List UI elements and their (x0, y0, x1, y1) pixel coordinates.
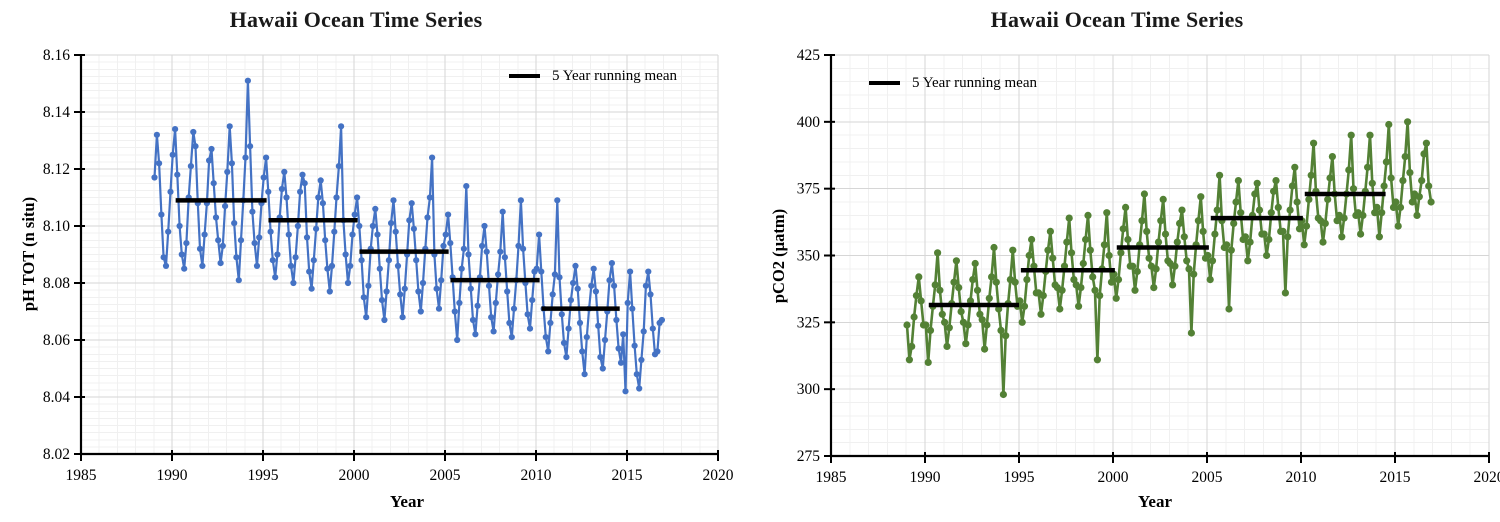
tick-labels: 8.02 8.04 8.06 8.08 8.10 8.12 8.14 8.16 1985 1990… (43, 47, 734, 484)
x-tick-label: 2000 (339, 467, 370, 484)
series-markers (151, 77, 666, 395)
pco2-y-axis-title: pCO2 (µatm) (769, 208, 788, 304)
minor-gridlines (81, 55, 718, 454)
y-tick-label: 8.12 (43, 161, 70, 178)
x-tick-label: 1995 (248, 467, 279, 484)
y-tick-label: 8.02 (43, 446, 70, 463)
x-tick-label: 1990 (157, 467, 188, 484)
x-tick-label: 2005 (430, 467, 461, 484)
y-tick-label: 8.08 (43, 275, 70, 292)
axes (79, 54, 718, 456)
tick-labels: 275 300 325 350 375 400 425 1985 1990 1995 2000 200… (797, 47, 1500, 486)
x-tick-label: 2020 (703, 467, 734, 484)
y-tick-label: 400 (797, 114, 821, 131)
pco2-chart-title: Hawaii Ocean Time Series (990, 7, 1244, 32)
y-tick-label: 375 (797, 181, 821, 198)
ph-plot-svg: 8.02 8.04 8.06 8.08 8.10 8.12 8.14 8.16 1985 1990… (43, 47, 734, 484)
x-tick-label: 2005 (1192, 469, 1223, 486)
x-tick-label: 1995 (1004, 469, 1035, 486)
ph-legend-label: 5 Year running mean (552, 67, 677, 84)
pco2-x-axis-title: Year (1138, 492, 1172, 511)
axis-ticks (74, 54, 719, 461)
ph-chart-panel: 8.02 8.04 8.06 8.08 8.10 8.12 8.14 8.16 1985 1990… (19, 7, 734, 511)
x-tick-label: 1985 (66, 467, 97, 484)
y-tick-label: 300 (797, 381, 821, 398)
x-tick-label: 2010 (1286, 469, 1317, 486)
x-tick-label: 2020 (1474, 469, 1500, 486)
ph-legend: 5 Year running mean (509, 68, 677, 84)
x-tick-label: 2010 (521, 467, 552, 484)
axis-ticks (824, 54, 1490, 463)
x-tick-label: 2015 (612, 467, 643, 484)
pco2-plot-svg: 275 300 325 350 375 400 425 1985 1990 1995 2000 200… (797, 47, 1500, 486)
pco2-legend-label: 5 Year running mean (912, 74, 1037, 91)
y-tick-label: 425 (797, 47, 821, 64)
y-tick-label: 8.06 (43, 332, 70, 349)
x-tick-label: 2015 (1380, 469, 1411, 486)
major-gridlines (81, 54, 719, 454)
ph-y-axis-title: pH TOT (n situ) (19, 196, 38, 312)
ph-x-axis-title: Year (390, 492, 424, 511)
x-tick-label: 1990 (910, 469, 941, 486)
series-line (153, 79, 663, 393)
pco2-legend-line-swatch (869, 81, 900, 85)
y-tick-label: 8.04 (43, 389, 70, 406)
ph-legend-line-swatch (509, 74, 540, 78)
y-tick-label: 325 (797, 314, 821, 331)
y-tick-label: 8.10 (43, 218, 70, 235)
major-gridlines (831, 54, 1490, 456)
running-mean-segments (928, 191, 1386, 308)
y-tick-label: 275 (797, 448, 821, 465)
pco2-chart-panel: 275 300 325 350 375 400 425 1985 1990 1995 2000 200… (750, 0, 1500, 522)
series-markers (903, 118, 1435, 399)
ph-chart-title: Hawaii Ocean Time Series (229, 7, 483, 32)
y-tick-label: 8.14 (43, 104, 70, 121)
x-tick-label: 1985 (816, 469, 847, 486)
pco2-legend: 5 Year running mean (869, 75, 1037, 91)
x-tick-label: 2000 (1098, 469, 1129, 486)
y-tick-label: 8.16 (43, 47, 70, 64)
running-mean-segments (175, 198, 620, 311)
y-tick-label: 350 (797, 248, 821, 265)
